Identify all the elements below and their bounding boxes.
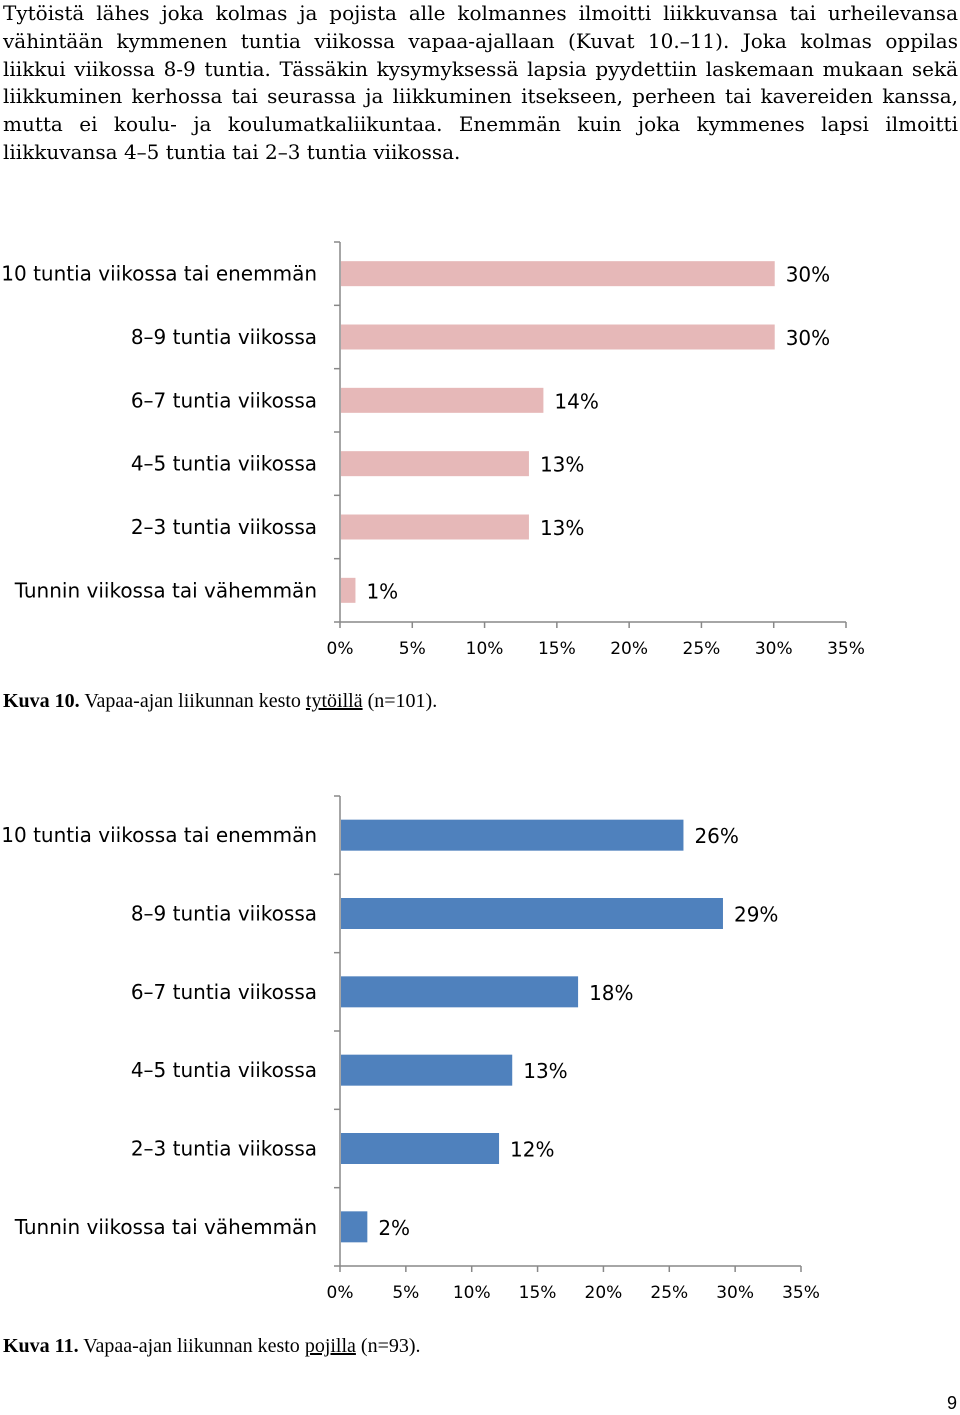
boys-x-tick-label: 25% (650, 1283, 688, 1303)
caption-girls-n: (n=101). (367, 690, 438, 712)
boys-x-tick-label: 35% (782, 1283, 820, 1303)
girls-data-label: 30% (786, 326, 830, 350)
girls-bar (341, 387, 544, 413)
girls-category-label: Tunnin viikossa tai vähemmän (14, 578, 317, 602)
caption-girls-group: tytöillä (305, 690, 363, 712)
girls-category-label: 4–5 tuntia viikossa (131, 452, 317, 476)
girls-bar (341, 324, 775, 350)
girls-bar (341, 261, 775, 287)
girls-data-label: 30% (786, 263, 830, 287)
boys-bar (341, 1133, 500, 1164)
caption-boys-group: pojilla (304, 1335, 356, 1357)
boys-category-label: Tunnin viikossa tai vähemmän (14, 1215, 317, 1239)
boys-x-tick-label: 20% (585, 1283, 623, 1303)
boys-bar (341, 819, 684, 851)
girls-data-label: 13% (540, 453, 584, 477)
boys-category-label: 6–7 tuntia viikossa (131, 980, 317, 1004)
caption-girls-number: Kuva 10. (3, 690, 80, 712)
boys-data-label: 13% (523, 1059, 567, 1083)
boys-x-tick-label: 0% (327, 1283, 354, 1303)
girls-x-tick-label: 25% (683, 639, 721, 659)
girls-category-label: 8–9 tuntia viikossa (131, 325, 317, 349)
boys-x-tick-label: 15% (519, 1283, 557, 1303)
intro-paragraph: Tytöistä lähes joka kolmas ja pojista al… (3, 1, 958, 164)
chart-girls: 0% 5% 10% 15% 20% 25% 30% 35% 10 tuntia viikossa… (1, 241, 865, 659)
boys-data-label: 26% (694, 824, 738, 848)
boys-x-tick-label: 5% (392, 1283, 419, 1303)
caption-boys-n: (n=93). (360, 1335, 421, 1357)
girls-bar (341, 451, 529, 477)
boys-bar (341, 898, 723, 929)
girls-x-tick-label: 35% (827, 639, 865, 659)
girls-category-label: 6–7 tuntia viikossa (131, 388, 317, 412)
boys-x-tick-label: 30% (716, 1283, 754, 1303)
boys-bar (341, 1211, 368, 1243)
girls-bar (341, 577, 356, 603)
boys-x-tick-label: 10% (453, 1283, 491, 1303)
girls-x-tick-label: 0% (327, 639, 354, 659)
girls-category-label: 2–3 tuntia viikossa (131, 515, 317, 539)
boys-data-label: 12% (510, 1138, 554, 1162)
boys-category-label: 8–9 tuntia viikossa (131, 902, 317, 926)
caption-girls: Kuva 10. Vapaa-ajan liikunnan kesto tytö… (3, 690, 437, 713)
girls-data-label: 1% (366, 579, 398, 603)
boys-data-label: 18% (589, 981, 633, 1005)
caption-boys: Kuva 11. Vapaa-ajan liikunnan kesto poji… (3, 1335, 421, 1358)
girls-x-tick-label: 30% (755, 639, 793, 659)
chart-boys: 0% 5% 10% 15% 20% 25% 30% 35% 10 tuntia viikossa… (1, 795, 820, 1303)
girls-category-label: 10 tuntia viikossa tai enemmän (1, 262, 317, 286)
boys-category-label: 10 tuntia viikossa tai enemmän (1, 823, 317, 847)
boys-category-label: 2–3 tuntia viikossa (131, 1137, 317, 1161)
girls-bar (341, 514, 529, 540)
caption-girls-text: Vapaa-ajan liikunnan kesto (84, 690, 301, 712)
boys-data-label: 2% (378, 1216, 410, 1240)
page-number: 9 (946, 1393, 957, 1413)
caption-boys-number: Kuva 11. (3, 1335, 79, 1357)
boys-bar (341, 976, 579, 1008)
boys-data-label: 29% (734, 903, 778, 927)
girls-data-label: 13% (540, 516, 584, 540)
girls-x-tick-label: 20% (610, 639, 648, 659)
boys-category-label: 4–5 tuntia viikossa (131, 1058, 317, 1082)
girls-data-label: 14% (554, 389, 598, 413)
boys-bar (341, 1054, 513, 1086)
caption-boys-text: Vapaa-ajan liikunnan kesto (83, 1335, 300, 1357)
girls-x-tick-label: 15% (538, 639, 576, 659)
girls-x-tick-label: 10% (466, 639, 504, 659)
girls-x-tick-label: 5% (399, 639, 426, 659)
